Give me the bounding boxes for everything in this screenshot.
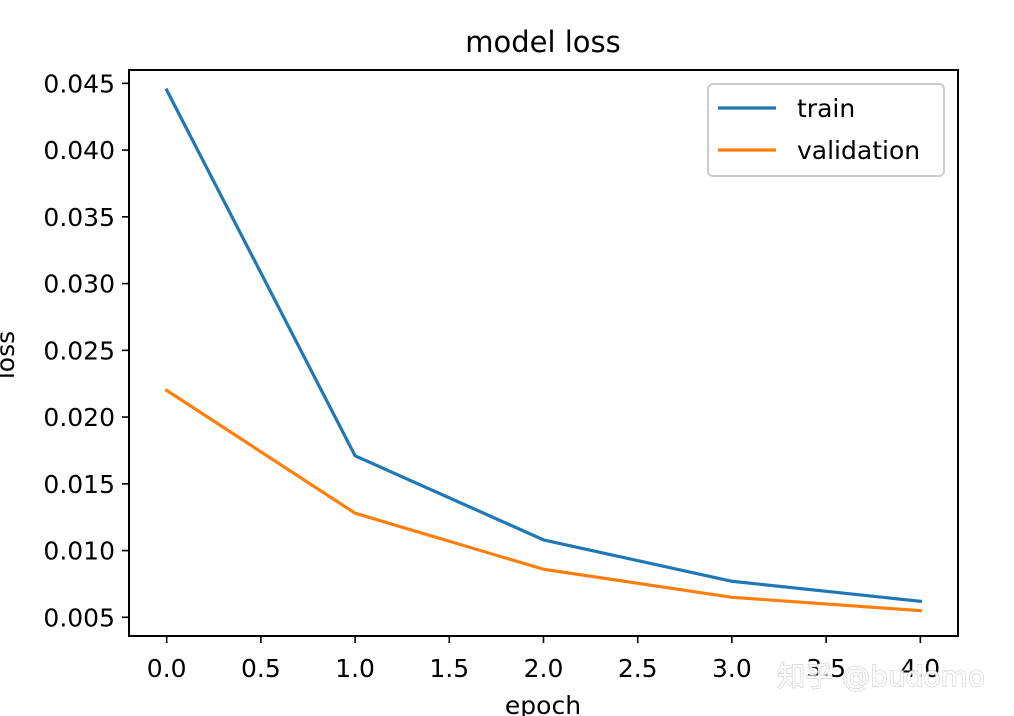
y-tick-label: 0.015 [43, 470, 115, 499]
y-tick-label: 0.045 [43, 69, 115, 98]
x-tick-label: 0.5 [241, 654, 281, 683]
y-axis-label: loss [0, 331, 20, 379]
x-tick-label: 0.0 [147, 654, 187, 683]
y-tick-label: 0.020 [43, 403, 115, 432]
x-tick-label: 1.0 [335, 654, 375, 683]
y-tick-label: 0.040 [43, 136, 115, 165]
legend: train validation [707, 83, 945, 177]
x-tick-label: 4.0 [900, 654, 940, 683]
series-lines [164, 87, 923, 613]
x-tick-label: 2.5 [618, 654, 658, 683]
x-tick-label: 2.0 [524, 654, 564, 683]
y-tick-label: 0.005 [43, 603, 115, 632]
chart-title: model loss [465, 25, 621, 59]
y-tick-label: 0.010 [43, 537, 115, 566]
y-tick-label: 0.035 [43, 203, 115, 232]
x-tick-label: 3.5 [806, 654, 846, 683]
x-tick-label: 3.0 [712, 654, 752, 683]
x-axis-label: epoch [505, 691, 581, 716]
x-axis: 0.0 0.5 1.0 1.5 2.0 2.5 3.0 3.5 4.0 [147, 636, 940, 683]
y-tick-label: 0.025 [43, 336, 115, 365]
y-axis: 0.005 0.010 0.015 0.020 0.025 0.030 0.035 0.040… [43, 69, 129, 632]
legend-label-train: train [797, 94, 855, 123]
legend-label-validation: validation [797, 136, 920, 165]
x-tick-label: 1.5 [429, 654, 469, 683]
y-tick-label: 0.030 [43, 270, 115, 299]
watermark-text: 知乎 @budomo [777, 660, 985, 693]
